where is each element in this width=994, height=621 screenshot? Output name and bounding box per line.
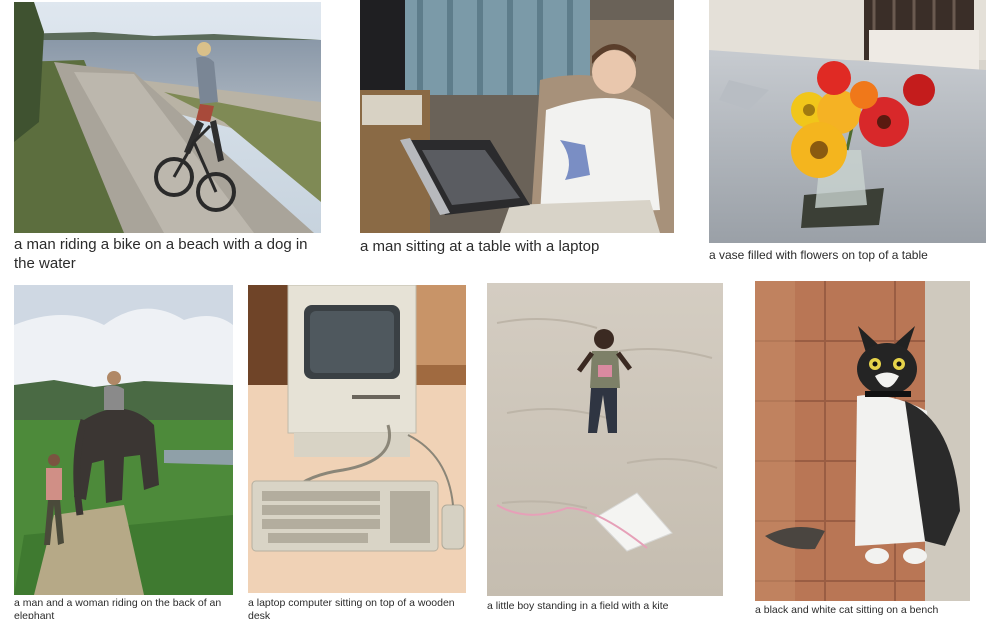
computer-image [248,285,466,593]
photo-vase-flowers [709,0,986,243]
caption-bike: a man riding a bike on a beach with a do… [14,236,308,272]
photo-elephant [14,285,233,595]
caption-computer: a laptop computer sitting on top of a wo… [248,597,455,619]
caption-vase: a vase filled with flowers on top of a t… [709,248,928,262]
photo-cat [755,281,970,601]
photo-computer [248,285,466,593]
cat-image [755,281,970,601]
caption-elephant: a man and a woman riding on the back of … [14,597,222,619]
photo-boy-kite [487,283,723,596]
photo-bike-beach [14,2,321,233]
caption-kite: a little boy standing in a field with a … [487,600,669,612]
bike-beach-image [14,2,321,233]
man-laptop-image [360,0,674,233]
caption-cat: a black and white cat sitting on a bench [755,604,939,616]
vase-flowers-image [709,0,986,243]
photo-man-laptop [360,0,674,233]
boy-kite-image [487,283,723,596]
caption-man-laptop: a man sitting at a table with a laptop [360,238,600,255]
elephant-image [14,285,233,595]
